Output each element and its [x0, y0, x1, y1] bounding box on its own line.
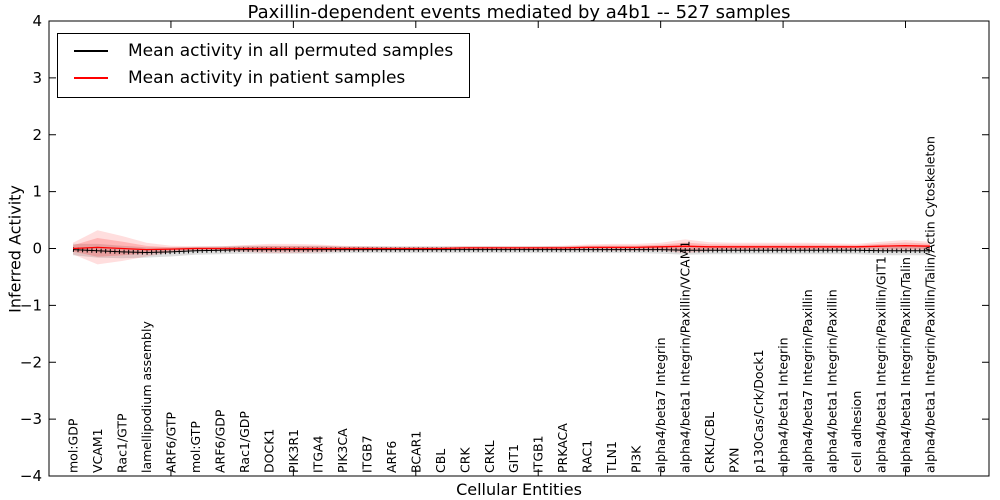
x-tick-label: cell adhesion	[849, 391, 864, 473]
x-tick-label: ITGB7	[359, 435, 374, 473]
permuted-mean-line	[72, 249, 930, 254]
x-tick-label: RAC1	[580, 440, 595, 473]
y-tick-label: −2	[20, 353, 42, 371]
x-tick-label: p130Cas/Crk/Dock1	[751, 349, 766, 473]
y-tick-label: 0	[32, 240, 42, 258]
x-tick-label: TLN1	[604, 441, 619, 474]
x-tick-label: alpha4/beta1 Integrin/Paxillin	[825, 289, 840, 473]
x-tick-label: PRKACA	[555, 423, 570, 473]
x-tick-label: DOCK1	[261, 429, 276, 473]
x-tick-label: mol:GDP	[66, 418, 81, 473]
y-tick-label: 1	[32, 183, 42, 201]
x-tick-label: PIK3CA	[335, 428, 350, 473]
x-tick-label: ARF6/GTP	[163, 412, 178, 473]
x-tick-label: ARF6/GDP	[212, 409, 227, 473]
x-tick-label: lamellipodium assembly	[139, 321, 154, 473]
x-tick-label: ITGB1	[531, 435, 546, 473]
x-tick-label: alpha4/beta1 Integrin	[776, 337, 791, 473]
x-tick-label: alpha4/beta1 Integrin/Paxillin/VCAM1	[678, 241, 693, 473]
x-tick-label: alpha4/beta1 Integrin/Paxillin/GIT1	[874, 256, 889, 473]
x-tick-label: PXN	[727, 448, 742, 473]
x-tick-label: BCAR1	[408, 431, 423, 473]
x-tick-label: mol:GTP	[188, 421, 203, 473]
y-tick-label: 3	[32, 69, 42, 87]
x-tick-label: CRKL/CBL	[702, 412, 717, 473]
x-tick-label: CRKL	[482, 440, 497, 473]
patient-mean-line	[72, 245, 931, 251]
x-tick-label: ITGA4	[310, 435, 325, 473]
x-tick-label: alpha4/beta7 Integrin	[653, 337, 668, 473]
y-tick-label: −4	[20, 467, 42, 485]
x-axis-label: Cellular Entities	[456, 480, 582, 499]
legend: Mean activity in all permuted samples Me…	[57, 33, 471, 98]
x-tick-label: Rac1/GTP	[114, 413, 129, 473]
x-tick-label: alpha4/beta7 Integrin/Paxillin	[800, 289, 815, 473]
y-tick-label: −1	[20, 296, 42, 314]
y-tick-label: −3	[20, 410, 42, 428]
x-tick-label: CRK	[457, 447, 472, 473]
legend-entry-permuted: Mean activity in all permuted samples	[74, 41, 453, 61]
x-tick-label: CBL	[433, 449, 448, 473]
y-tick-label: 2	[32, 126, 42, 144]
legend-line-patient-icon	[74, 77, 108, 79]
x-tick-label: PIK3R1	[286, 429, 301, 473]
chart-title: Paxillin-dependent events mediated by a4…	[247, 2, 791, 23]
x-tick-label: VCAM1	[90, 428, 105, 473]
legend-line-permuted-icon	[74, 50, 108, 52]
x-tick-label: PI3K	[629, 445, 644, 473]
x-tick-label: alpha4/beta1 Integrin/Paxillin/Talin	[898, 257, 913, 473]
y-tick-label: 4	[32, 12, 42, 30]
x-tick-label: GIT1	[506, 444, 521, 473]
x-tick-label: ARF6	[384, 441, 399, 473]
x-tick-label: Rac1/GDP	[237, 411, 252, 473]
legend-entry-patient: Mean activity in patient samples	[74, 68, 453, 88]
legend-label-patient: Mean activity in patient samples	[128, 68, 406, 88]
legend-label-permuted: Mean activity in all permuted samples	[128, 41, 454, 61]
x-tick-label: alpha4/beta1 Integrin/Paxillin/Talin/Act…	[923, 136, 938, 473]
